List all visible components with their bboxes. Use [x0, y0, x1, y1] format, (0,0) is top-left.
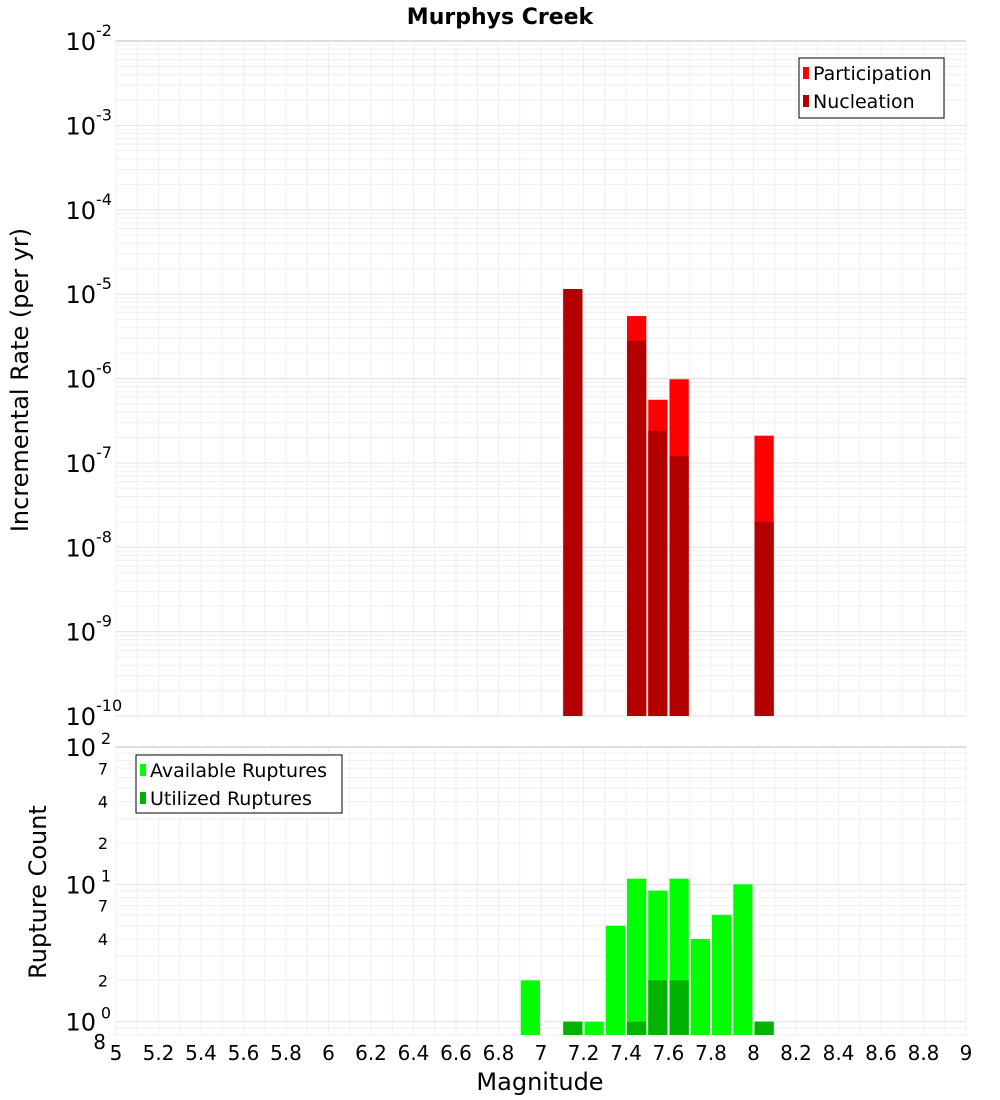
count-y-tick-exponent: 2 — [101, 729, 111, 748]
rate-y-tick-label: 10 — [65, 197, 96, 225]
rate-y-tick-exponent: -4 — [96, 190, 112, 209]
count-y-tick-exponent: 1 — [101, 866, 111, 885]
utilized-ruptures-bar — [669, 980, 689, 1035]
utilized-ruptures-bar — [563, 1021, 583, 1035]
count-y-minor-tick-label: 7 — [98, 759, 108, 778]
x-tick-label: 6.2 — [355, 1041, 387, 1065]
x-tick-label: 5.4 — [185, 1041, 217, 1065]
rate-y-tick-exponent: -3 — [96, 105, 112, 124]
x-tick-label: 8.4 — [823, 1041, 855, 1065]
rate-y-axis-label: Incremental Rate (per yr) — [6, 228, 34, 532]
nucleation-bar — [754, 521, 774, 716]
rate-y-tick-exponent: -5 — [96, 274, 112, 293]
x-tick-label: 7.4 — [610, 1041, 642, 1065]
magnitude-x-tick-labels: 5 5.2 5.4 5.6 5.8 6 6.2 6.4 6.6 6.8 7 7.2 7.4 7.6 7.8 8… — [110, 1041, 973, 1065]
count-y-tick-label: 10 — [65, 734, 96, 762]
x-tick-label: 9 — [960, 1041, 973, 1065]
x-tick-label: 8.6 — [865, 1041, 897, 1065]
count-y-minor-tick-label: 2 — [98, 834, 108, 853]
x-tick-label: 8.2 — [780, 1041, 812, 1065]
rate-y-tick-label: 10 — [65, 366, 96, 394]
nucleation-bar — [648, 430, 668, 716]
count-legend-box — [135, 754, 343, 814]
legend-swatch-available — [140, 764, 146, 776]
x-tick-label: 6 — [322, 1041, 335, 1065]
count-legend: Available Ruptures Utilized Ruptures — [135, 754, 343, 814]
nucleation-bar — [563, 289, 583, 716]
x-tick-label: 7.8 — [695, 1041, 727, 1065]
count-y-minor-tick-label: 2 — [98, 971, 108, 990]
count-y-minor-tick-label: 7 — [98, 897, 108, 916]
available-ruptures-bar — [520, 980, 540, 1035]
legend-swatch-utilized — [140, 792, 146, 804]
legend-label-nucleation: Nucleation — [813, 91, 915, 113]
utilized-ruptures-bar — [754, 1021, 774, 1035]
x-tick-label: 5.6 — [228, 1041, 260, 1065]
rate-bars — [563, 289, 774, 716]
rate-y-tick-exponent: -7 — [96, 443, 112, 462]
x-tick-label: 6.4 — [398, 1041, 430, 1065]
count-y-minor-tick-label: 8 — [93, 1030, 106, 1054]
nucleation-bar — [669, 456, 689, 716]
rate-y-tick-exponent: -6 — [96, 359, 112, 378]
legend-swatch-participation — [803, 67, 809, 79]
rate-gridlines — [115, 41, 967, 717]
x-tick-label: 8 — [747, 1041, 760, 1065]
available-ruptures-bar — [605, 925, 625, 1035]
x-tick-label: 7.2 — [568, 1041, 600, 1065]
legend-swatch-nucleation — [803, 95, 809, 107]
count-y-tick-label: 10 — [65, 1009, 96, 1037]
rate-legend: Participation Nucleation — [798, 57, 945, 119]
x-tick-label: 5.8 — [270, 1041, 302, 1065]
count-y-minor-tick-label: 4 — [98, 793, 108, 812]
count-y-minor-tick-label: 4 — [98, 930, 108, 949]
legend-label-available: Available Ruptures — [150, 760, 327, 782]
rate-legend-box — [798, 57, 945, 119]
x-tick-label: 5 — [110, 1041, 123, 1065]
rate-y-tick-exponent: -9 — [96, 612, 112, 631]
rate-y-tick-exponent: -8 — [96, 527, 112, 546]
x-tick-label: 8.8 — [908, 1041, 940, 1065]
rate-y-tick-exponent: -2 — [96, 21, 112, 40]
rate-y-tick-label: 10 — [65, 534, 96, 562]
rate-y-tick-label: 10 — [65, 28, 96, 56]
available-ruptures-bar — [690, 939, 710, 1035]
x-tick-label: 6.8 — [483, 1041, 515, 1065]
utilized-ruptures-bar — [627, 1021, 647, 1035]
x-tick-label: 7.6 — [653, 1041, 685, 1065]
x-axis-label: Magnitude — [476, 1068, 603, 1096]
utilized-ruptures-bar — [648, 980, 668, 1035]
rate-y-tick-label: 10 — [65, 281, 96, 309]
legend-label-utilized: Utilized Ruptures — [150, 788, 312, 810]
rate-y-tick-label: 10 — [65, 112, 96, 140]
legend-label-participation: Participation — [813, 63, 932, 85]
available-ruptures-bar — [733, 884, 753, 1035]
available-ruptures-bar — [584, 1021, 604, 1035]
rate-y-tick-label: 10 — [65, 619, 96, 647]
count-y-tick-label: 10 — [65, 871, 96, 899]
x-tick-label: 6.6 — [440, 1041, 472, 1065]
count-bars — [520, 878, 774, 1035]
available-ruptures-bar — [712, 914, 732, 1035]
x-tick-label: 7 — [535, 1041, 548, 1065]
chart-title: Murphys Creek — [407, 5, 595, 30]
x-tick-label: 5.2 — [143, 1041, 175, 1065]
rate-y-tick-exponent: -10 — [96, 696, 122, 715]
rate-y-tick-label: 10 — [65, 703, 96, 731]
count-y-tick-exponent: 0 — [101, 1004, 111, 1023]
rate-y-tick-label: 10 — [65, 450, 96, 478]
available-ruptures-bar — [627, 878, 647, 1035]
nucleation-bar — [627, 340, 647, 716]
count-y-axis-label: Rupture Count — [24, 805, 52, 979]
